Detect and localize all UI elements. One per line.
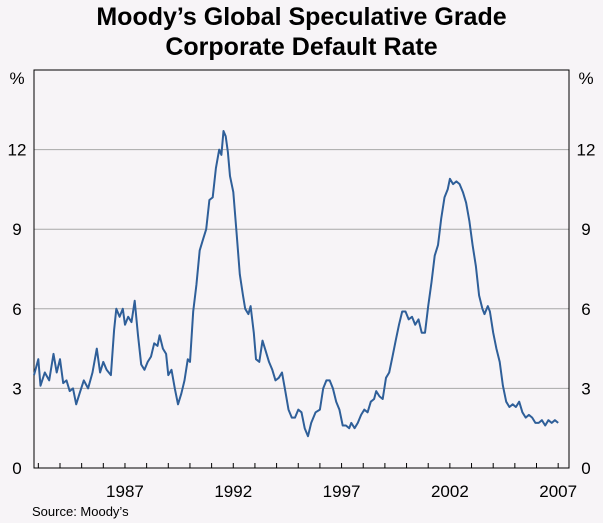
chart-title-line-1: Moody’s Global Speculative Grade [96,3,506,31]
y-tick-label-left-6: 6 [12,300,21,319]
default-rate-line [33,130,559,438]
x-tick-label-1992: 1992 [214,482,252,501]
grid-lines [34,149,569,389]
y-tick-labels-right: 0 3 6 9 12 [577,141,596,478]
y-unit-right: % [578,69,593,88]
source-note: Source: Moody’s [32,504,129,519]
y-tick-label-left-9: 9 [12,220,21,239]
y-tick-label-left-3: 3 [12,379,21,398]
x-tick-label-1987: 1987 [106,482,144,501]
x-tick-marks [37,463,559,468]
x-tick-label-2002: 2002 [431,482,469,501]
chart-title-line-2: Corporate Default Rate [165,33,437,61]
y-tick-label-right-9: 9 [581,220,590,239]
y-tick-label-right-12: 12 [577,141,596,160]
x-tick-labels: 1987 1992 1997 2002 2007 [106,482,577,501]
y-tick-label-right-3: 3 [581,379,590,398]
x-tick-label-2007: 2007 [539,482,577,501]
y-unit-left: % [9,69,24,88]
y-tick-label-left-12: 12 [8,141,27,160]
y-tick-label-left-0: 0 [12,459,21,478]
y-tick-label-right-6: 6 [581,300,590,319]
x-tick-label-1997: 1997 [323,482,361,501]
y-tick-label-right-0: 0 [581,459,590,478]
plot-area-frame [33,69,570,469]
y-tick-labels-left: 0 3 6 9 12 [8,141,27,478]
